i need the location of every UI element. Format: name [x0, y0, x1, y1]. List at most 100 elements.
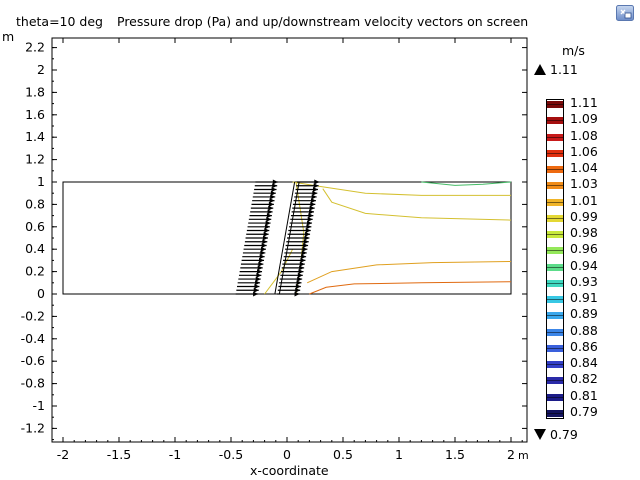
legend-value: 1.03: [570, 176, 598, 192]
velocity-arrowhead: [309, 205, 315, 211]
legend-swatch: [547, 198, 563, 206]
legend-value: 0.98: [570, 225, 598, 241]
velocity-arrowhead: [272, 183, 278, 189]
velocity-arrowhead: [308, 213, 314, 219]
x-tick-label: 0.5: [333, 447, 353, 462]
legend-value: 0.99: [570, 208, 598, 224]
contour-line: [322, 188, 512, 221]
velocity-arrowhead: [266, 213, 272, 219]
velocity-arrowhead: [304, 235, 310, 241]
velocity-arrowhead: [295, 284, 301, 290]
legend-swatch: [547, 279, 563, 287]
velocity-arrowhead: [311, 194, 317, 200]
max-triangle-icon: [534, 64, 546, 75]
velocity-arrowhead: [270, 190, 276, 196]
legend-value: 0.93: [570, 273, 598, 289]
y-tick-label: 2: [37, 62, 45, 77]
y-tick-label: -0.4: [21, 331, 45, 346]
legend-swatch: [547, 182, 563, 190]
legend-value: 0.84: [570, 355, 598, 371]
legend-swatch: [547, 296, 563, 304]
y-tick-label: 0: [37, 286, 45, 301]
legend-swatch: [547, 133, 563, 141]
color-legend-bar: [546, 99, 564, 419]
x-tick-label: 1: [395, 447, 403, 462]
y-tick-label: 1.6: [25, 107, 45, 122]
legend-swatch: [547, 247, 563, 255]
velocity-arrowhead: [255, 276, 261, 282]
y-tick-label: -1.2: [21, 420, 45, 435]
velocity-arrowhead: [272, 179, 278, 185]
legend-min-value: 0.79: [550, 427, 578, 442]
y-tick-label: -0.6: [21, 353, 45, 368]
legend-swatch: [547, 410, 563, 417]
velocity-arrowhead: [299, 261, 305, 267]
y-tick-label: 1.2: [25, 152, 45, 167]
velocity-arrowhead: [312, 186, 318, 192]
y-tick-label: 0.2: [25, 264, 45, 279]
velocity-arrowhead: [307, 220, 313, 226]
velocity-arrowhead: [302, 246, 308, 252]
x-tick-label: -2: [57, 447, 69, 462]
velocity-arrowhead: [267, 209, 273, 215]
contour-line: [421, 181, 512, 186]
legend-swatch: [547, 361, 563, 369]
velocity-arrowhead: [264, 228, 270, 234]
y-tick-label: 1: [37, 174, 45, 189]
x-tick-label: 2: [507, 447, 515, 462]
legend-value: 0.91: [570, 290, 598, 306]
plot-frame: [51, 37, 528, 443]
velocity-arrowhead: [310, 201, 316, 207]
velocity-arrowhead: [305, 228, 311, 234]
velocity-arrowhead: [266, 216, 272, 222]
velocity-arrowhead: [294, 291, 300, 297]
y-tick-label: 2.2: [25, 40, 45, 55]
contour-line: [306, 261, 512, 284]
velocity-arrowhead: [314, 179, 320, 185]
y-tick-label: 1.4: [25, 129, 45, 144]
velocity-arrowhead: [301, 250, 307, 256]
legend-value: 1.09: [570, 111, 598, 127]
velocity-arrowhead: [253, 291, 259, 297]
y-tick-label: -0.8: [21, 376, 45, 391]
legend-value: 1.04: [570, 160, 598, 176]
x-axis: -2 -1.5 -1 -0.5 0 0.5 1 1.5 2: [57, 38, 523, 462]
legend-swatch: [547, 328, 563, 336]
velocity-arrowhead: [256, 272, 262, 278]
x-axis-label: x-coordinate: [250, 463, 329, 478]
legend-swatch: [547, 101, 563, 108]
y-tick-label: 0.8: [25, 196, 45, 211]
y-axis: 2.2 2 1.8 1.6 1.4 1.2 1 0.8 0.6 0.4 0.2 0 -0.2 -0.4 -0…: [21, 40, 527, 441]
velocity-arrowhead: [259, 254, 265, 260]
velocity-arrowhead: [254, 284, 260, 290]
velocity-arrowhead: [265, 220, 271, 226]
x-tick-label: -1: [169, 447, 181, 462]
velocity-arrowhead: [262, 235, 268, 241]
x-tick-label: 1.5: [445, 447, 465, 462]
legend-max-value: 1.11: [550, 62, 578, 77]
title-prefix: theta=10 deg: [16, 14, 103, 29]
legend-swatch: [547, 344, 563, 352]
zoom-to-fit-icon-graphic: [616, 5, 634, 21]
legend-swatch: [547, 166, 563, 174]
legend-value: 1.01: [570, 192, 598, 208]
velocity-arrowhead: [301, 254, 307, 260]
legend-value: 0.88: [570, 322, 598, 338]
velocity-arrowhead: [253, 287, 259, 293]
legend-value: 0.79: [570, 404, 598, 419]
zoom-to-fit-icon[interactable]: [616, 5, 634, 21]
plot-title: theta=10 deg Pressure drop (Pa) and up/do…: [16, 14, 528, 29]
y-tick-label: 1.8: [25, 84, 45, 99]
y-tick-label: -0.2: [21, 308, 45, 323]
velocity-arrowhead: [269, 198, 275, 204]
legend-value: 0.86: [570, 338, 598, 354]
velocity-arrowhead: [313, 183, 319, 189]
velocity-arrowhead: [261, 242, 267, 248]
y-tick-label: 0.4: [25, 241, 45, 256]
velocity-arrowhead: [300, 257, 306, 263]
velocity-arrowhead: [305, 231, 311, 237]
legend-min: 0.79: [534, 427, 578, 442]
velocity-arrowhead: [255, 280, 261, 286]
velocity-arrowhead: [271, 186, 277, 192]
velocity-arrowhead: [268, 205, 274, 211]
